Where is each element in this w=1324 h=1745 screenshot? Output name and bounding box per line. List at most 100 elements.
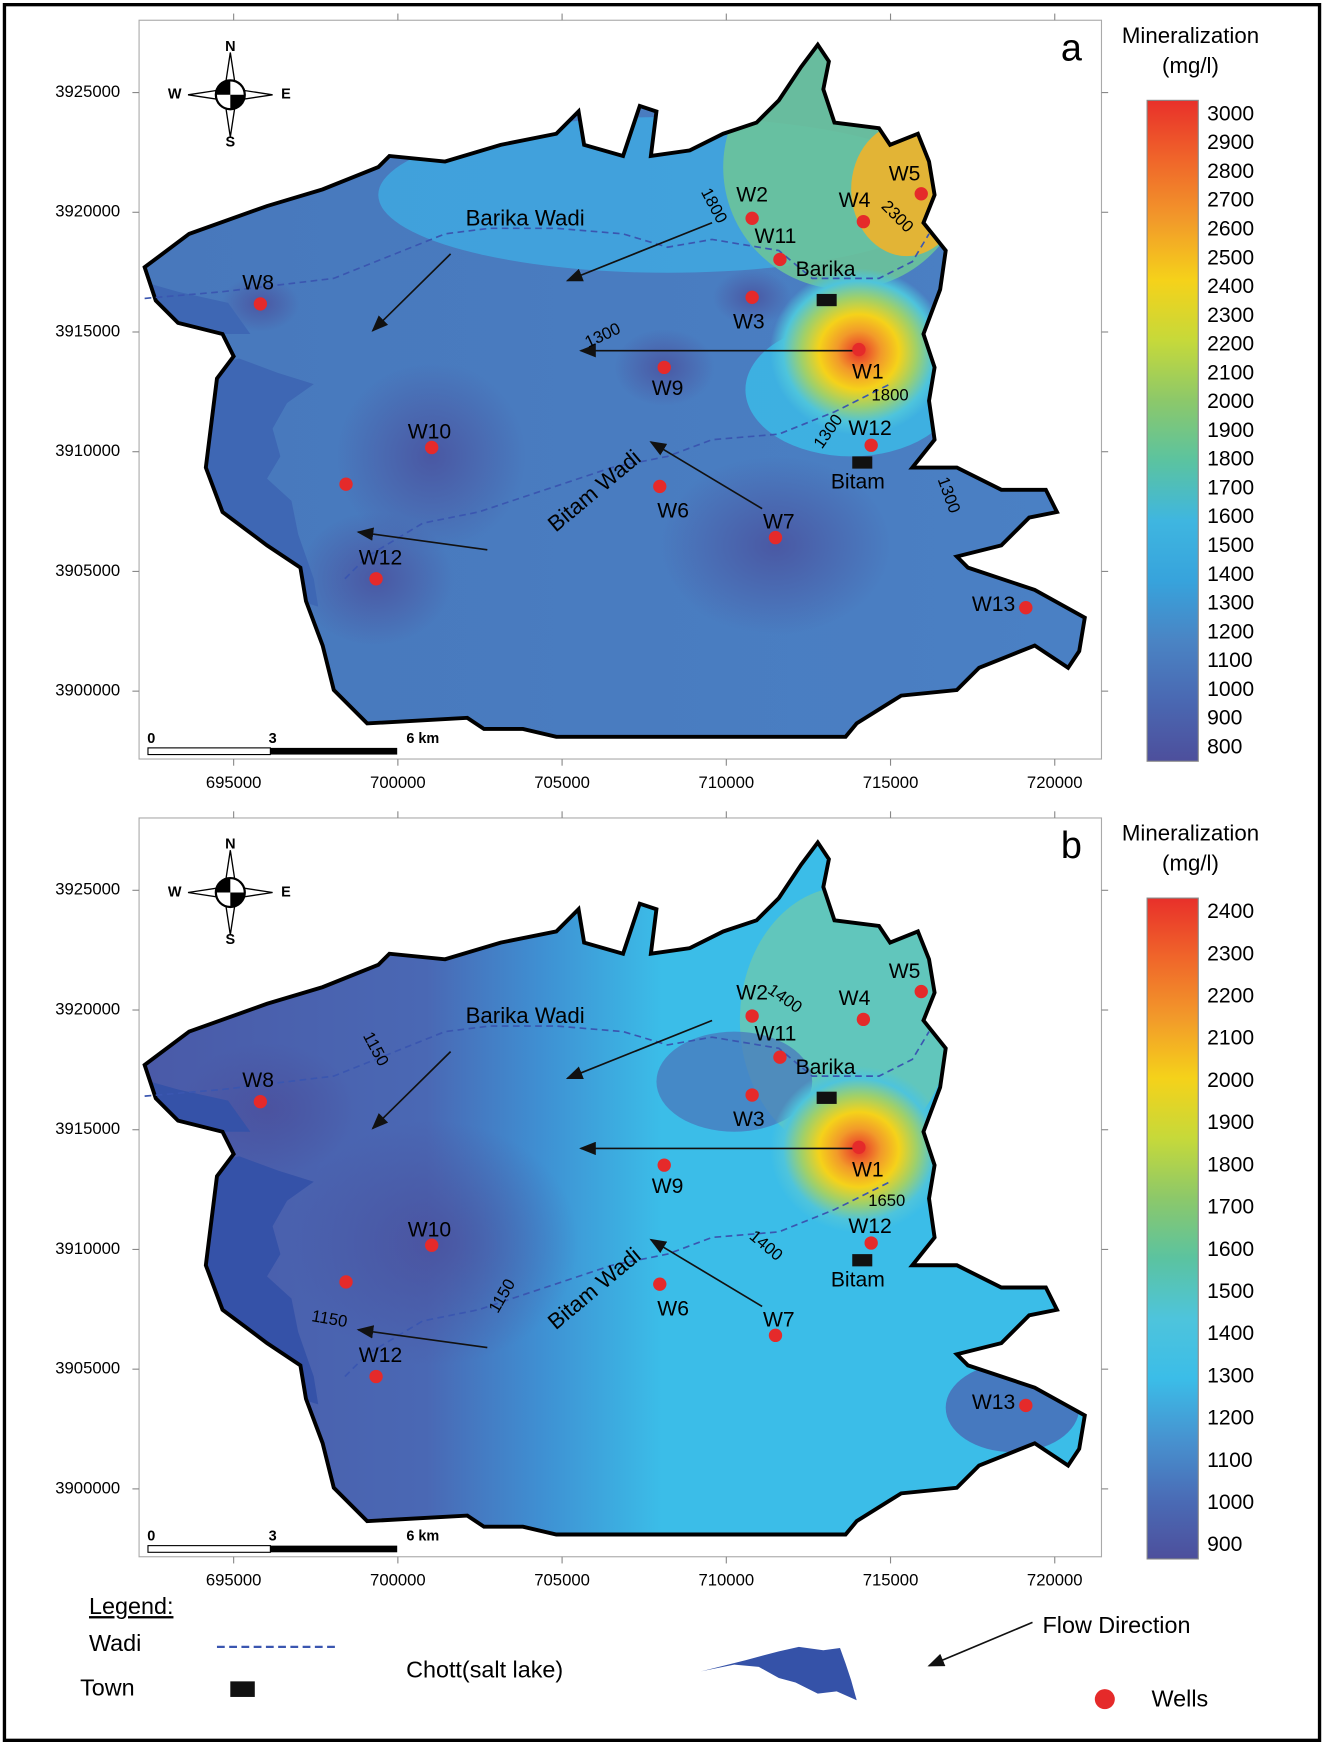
y-tick-label: 3905000 xyxy=(55,1359,120,1378)
town xyxy=(852,456,873,469)
x-tick-label: 705000 xyxy=(534,773,590,792)
flow-arrow xyxy=(649,1238,763,1308)
well xyxy=(768,1328,783,1343)
legend-flow-label: Flow Direction xyxy=(1043,1612,1191,1638)
x-tick-label: 700000 xyxy=(370,1571,426,1590)
well-label: W9 xyxy=(652,1175,684,1198)
x-tick-label: 710000 xyxy=(698,773,754,792)
well xyxy=(864,438,878,452)
compass: N S W E xyxy=(168,39,291,151)
colorbar-tick-label: 1300 xyxy=(1207,592,1254,615)
colorbar xyxy=(1146,897,1199,1560)
well-label: W6 xyxy=(657,1297,689,1320)
x-tick-label: 715000 xyxy=(863,1571,919,1590)
well-label: W12 xyxy=(359,1344,402,1367)
colorbar-tick-label: 1500 xyxy=(1207,1280,1254,1303)
well-label: W7 xyxy=(763,1308,795,1331)
x-tick-label: 700000 xyxy=(370,773,426,792)
well xyxy=(856,1012,871,1027)
well-label: W5 xyxy=(889,960,921,983)
x-tick-label: 695000 xyxy=(206,1571,262,1590)
scale-label: 3 xyxy=(269,731,277,747)
legend-chott-symbol xyxy=(700,1646,857,1701)
colorbar-tick-label: 2400 xyxy=(1207,275,1254,298)
colorbar-title: (mg/l) xyxy=(1162,53,1219,78)
flow-arrow xyxy=(565,1019,713,1080)
colorbar-tick-label: 1800 xyxy=(1207,448,1254,471)
well-label: W5 xyxy=(889,162,921,185)
colorbar-tick-label: 1800 xyxy=(1207,1153,1254,1176)
zone xyxy=(656,1031,813,1132)
contour-label: 1650 xyxy=(868,1191,905,1210)
plot-frame xyxy=(138,817,1103,1558)
compass-label: N xyxy=(225,836,235,852)
well xyxy=(1019,601,1033,615)
flow-arrow xyxy=(356,527,488,551)
well xyxy=(745,290,759,304)
panel-label: a xyxy=(1061,27,1083,69)
well-label: W12 xyxy=(359,546,402,569)
town-label: Barika xyxy=(796,1056,856,1079)
well xyxy=(425,1238,439,1252)
colorbar-tick-label: 1000 xyxy=(1207,1491,1254,1514)
scale-label: 6 km xyxy=(406,731,439,747)
scale-bar xyxy=(147,1545,271,1553)
map-surface xyxy=(144,44,1085,737)
colorbar-tick-label: 1600 xyxy=(1207,505,1254,528)
colorbar-title: Mineralization xyxy=(1122,821,1259,846)
compass-label: W xyxy=(168,87,182,103)
flow-arrow xyxy=(565,221,713,282)
colorbar-tick-label: 1000 xyxy=(1207,678,1254,701)
y-tick-label: 3910000 xyxy=(55,441,120,460)
colorbar-tick-label: 1100 xyxy=(1207,649,1252,672)
y-tick-label: 3925000 xyxy=(55,880,120,899)
zone xyxy=(658,456,893,635)
colorbar-tick-label: 1100 xyxy=(1207,1449,1252,1472)
colorbar-tick-label: 1300 xyxy=(1207,1364,1254,1387)
town xyxy=(852,1254,873,1267)
colorbar-title: (mg/l) xyxy=(1162,851,1219,876)
well-label: W2 xyxy=(736,184,768,207)
colorbar-tick-label: 2400 xyxy=(1207,900,1254,923)
x-tick-label: 695000 xyxy=(206,773,262,792)
well xyxy=(914,187,928,201)
well xyxy=(773,252,787,267)
map-boundary xyxy=(142,839,1087,1537)
wadi-label: Barika Wadi xyxy=(466,205,585,230)
scale-label: 0 xyxy=(147,1529,155,1545)
x-tick-label: 705000 xyxy=(534,1571,590,1590)
well-label: W11 xyxy=(755,225,797,248)
colorbar-tick-label: 2300 xyxy=(1207,942,1254,965)
town-label: Barika xyxy=(796,258,856,281)
y-tick-label: 3915000 xyxy=(55,1119,120,1138)
y-tick-label: 3910000 xyxy=(55,1239,120,1258)
well xyxy=(253,297,268,311)
colorbar-tick-label: 2500 xyxy=(1207,246,1254,269)
wadi-line xyxy=(144,227,930,300)
colorbar-tick-label: 1700 xyxy=(1207,476,1254,499)
colorbar-tick-label: 2300 xyxy=(1207,304,1254,327)
colorbar-tick-label: 900 xyxy=(1207,1533,1242,1556)
colorbar-tick-label: 2600 xyxy=(1207,217,1254,240)
colorbar-tick-label: 1500 xyxy=(1207,534,1254,557)
well xyxy=(773,1050,787,1064)
zone xyxy=(337,361,527,551)
y-tick-label: 3925000 xyxy=(55,82,120,101)
well xyxy=(914,984,928,999)
well xyxy=(369,572,383,586)
x-tick-label: 720000 xyxy=(1027,773,1083,792)
compass-fill xyxy=(215,878,245,907)
well xyxy=(653,1277,667,1291)
well xyxy=(864,1236,878,1250)
colorbar-title: Mineralization xyxy=(1122,23,1259,48)
colorbar-tick-label: 1600 xyxy=(1207,1238,1254,1261)
well-label: W10 xyxy=(408,421,451,444)
colorbar-tick-label: 2700 xyxy=(1207,189,1254,212)
colorbar-tick-label: 2000 xyxy=(1207,1069,1254,1092)
wadi-line xyxy=(144,1025,930,1097)
well-label: W6 xyxy=(657,500,689,523)
well-label: W7 xyxy=(763,511,795,534)
